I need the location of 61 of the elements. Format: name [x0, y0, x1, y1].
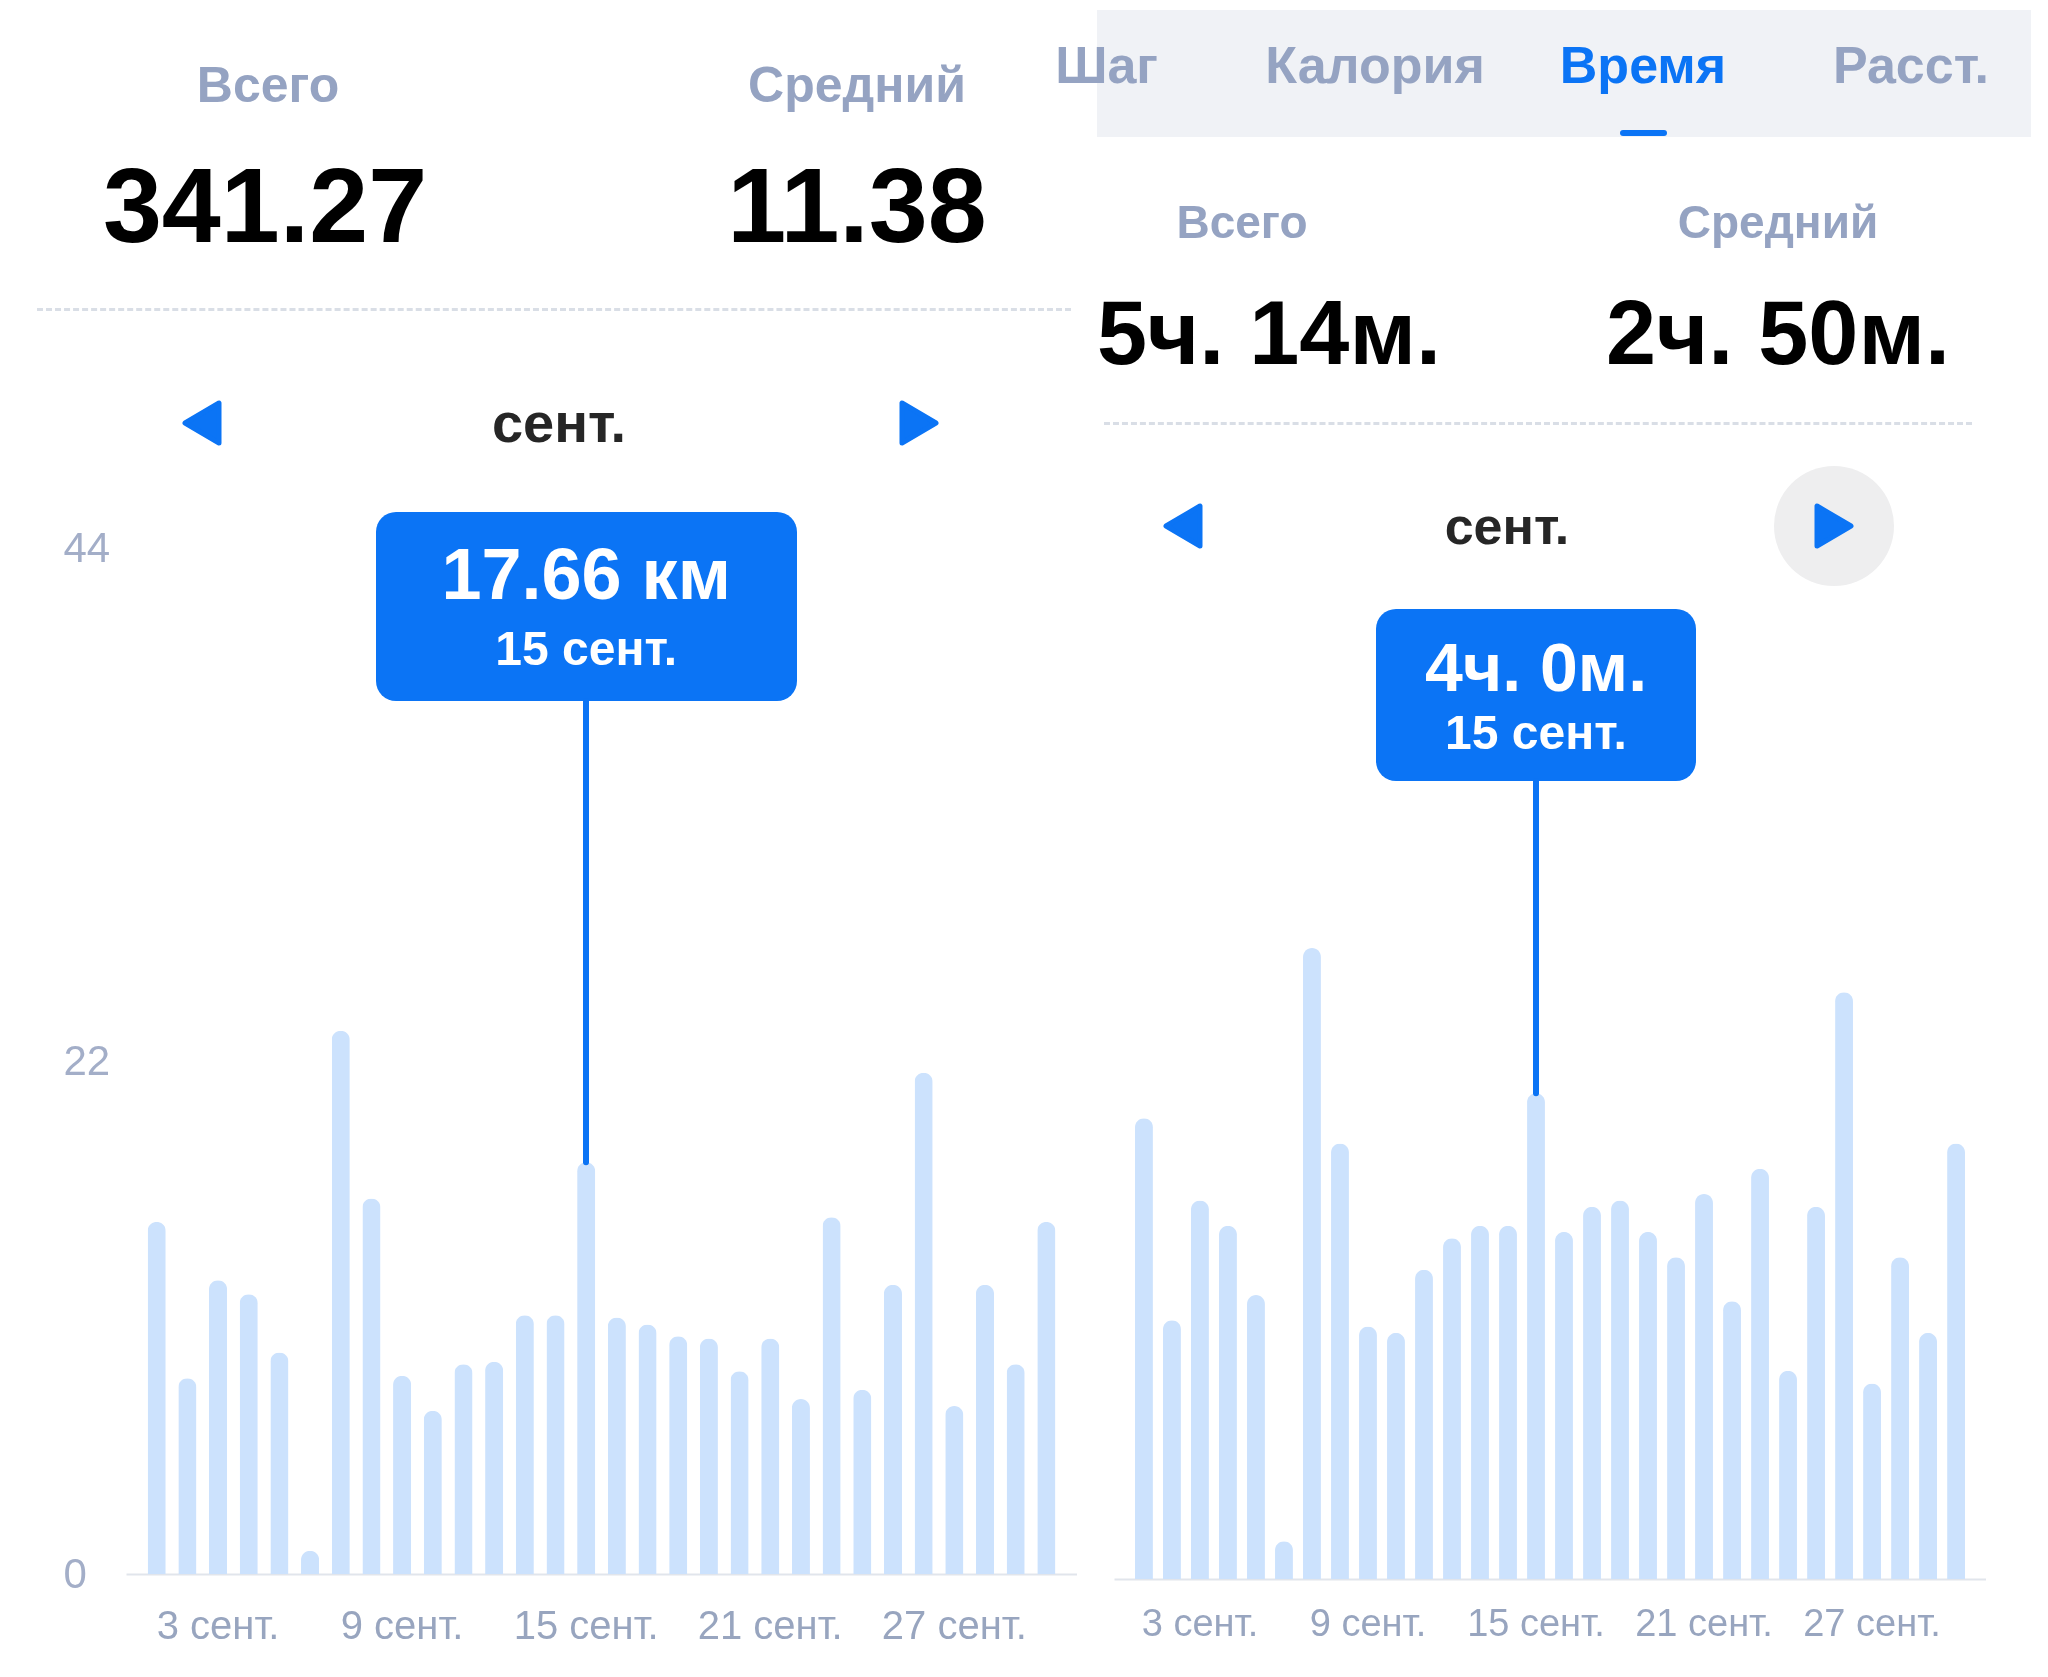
x-tick-label: 3 сент.	[1141, 1601, 1259, 1644]
bar	[546, 1315, 565, 1574]
bar	[914, 1072, 933, 1574]
bar	[607, 1317, 626, 1574]
x-tick-label: 27 сент.	[881, 1602, 1027, 1647]
bar	[270, 1352, 289, 1574]
text: Всего	[1176, 196, 1308, 248]
bar	[638, 1324, 657, 1574]
bar	[945, 1406, 964, 1574]
bar	[577, 1162, 596, 1574]
x-tick-label: 15 сент.	[513, 1602, 659, 1647]
tooltip-box: 17.66 км 15 сент.	[375, 512, 797, 701]
x-tick-label: 21 сент.	[1635, 1601, 1773, 1644]
y-tick-label: 44	[63, 523, 111, 571]
bar	[362, 1198, 381, 1574]
y-tick-label: 0	[63, 1549, 87, 1597]
text: Средний	[748, 57, 966, 113]
text: Время	[1559, 36, 1727, 94]
annotation: 4ч. 0м.	[1424, 629, 1648, 705]
bar	[822, 1217, 841, 1574]
text: Шаг	[1055, 36, 1158, 94]
bar	[239, 1294, 258, 1574]
bar	[699, 1338, 718, 1574]
bar	[791, 1399, 810, 1574]
bar	[147, 1221, 166, 1574]
x-tick-label: 21 сент.	[697, 1602, 843, 1647]
bar	[178, 1378, 197, 1574]
text: Средний	[1677, 196, 1879, 248]
bar	[1037, 1221, 1056, 1574]
text: Калория	[1265, 36, 1485, 94]
x-tick-label: 27 сент.	[1803, 1601, 1941, 1644]
bar	[331, 1030, 350, 1574]
bar	[883, 1284, 902, 1574]
text: 341.27	[102, 146, 428, 264]
chart-title: сент.	[491, 391, 627, 454]
bar	[208, 1280, 228, 1574]
text: 5ч. 14м.	[1096, 283, 1442, 383]
bar	[853, 1389, 872, 1574]
text: Расст.	[1832, 36, 1990, 94]
bar	[669, 1336, 688, 1574]
annotation: 17.66 км	[441, 534, 731, 614]
text: Всего	[196, 57, 340, 113]
x-tick-label: 9 сент.	[340, 1602, 464, 1647]
bar	[393, 1375, 412, 1574]
bar	[1006, 1364, 1025, 1574]
bar	[485, 1361, 504, 1574]
y-tick-label: 22	[63, 1036, 111, 1084]
text: 2ч. 50м.	[1605, 283, 1951, 383]
x-tick-label: 15 сент.	[1467, 1601, 1605, 1644]
text: 11.38	[727, 146, 987, 264]
bar	[1135, 1118, 1153, 1579]
bar	[730, 1371, 749, 1574]
bar	[975, 1284, 995, 1574]
bar	[423, 1410, 442, 1574]
bar	[761, 1338, 780, 1574]
x-tick-label: 9 сент.	[1309, 1601, 1427, 1644]
bar	[454, 1364, 473, 1574]
chart-title: сент.	[1444, 497, 1570, 555]
bar	[515, 1315, 534, 1574]
tooltip-box: 4ч. 0м. 15 сент.	[1376, 609, 1696, 781]
x-tick-label: 3 сент.	[156, 1602, 280, 1647]
